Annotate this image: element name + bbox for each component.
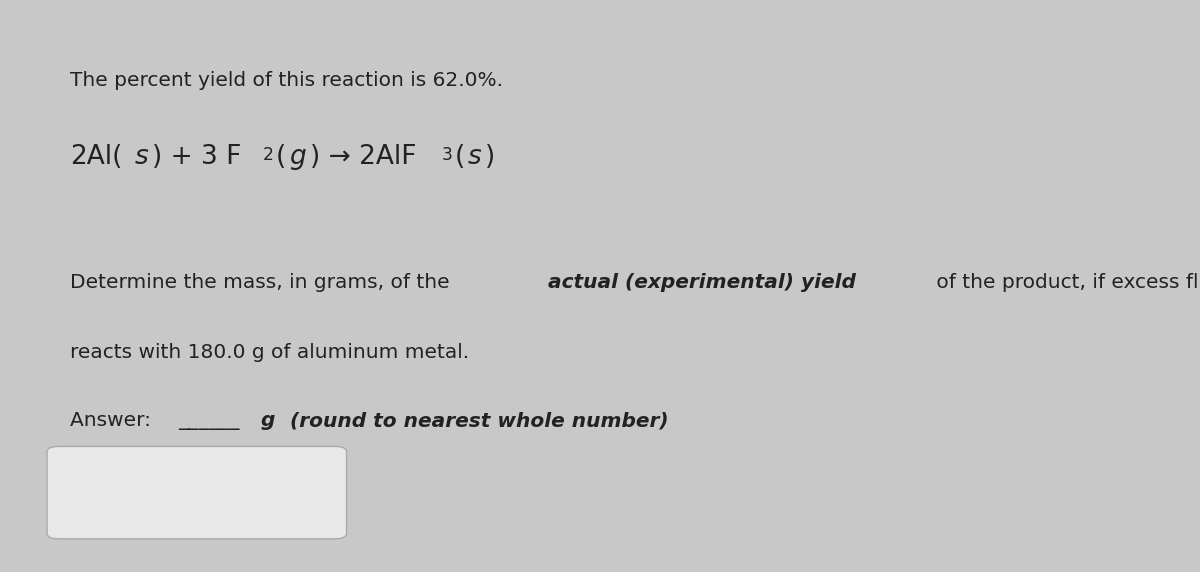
Text: 3: 3 [442,146,452,164]
Text: actual (experimental) yield: actual (experimental) yield [548,273,856,292]
Text: 2: 2 [263,146,274,164]
Text: ______: ______ [179,411,240,430]
Text: ) → 2AlF: ) → 2AlF [310,144,416,170]
Text: of the product, if excess fluorine gas: of the product, if excess fluorine gas [930,273,1200,292]
FancyBboxPatch shape [47,446,347,539]
Text: (: ( [455,144,466,170]
Text: The percent yield of this reaction is 62.0%.: The percent yield of this reaction is 62… [70,72,503,90]
Text: 2Al(: 2Al( [70,144,122,170]
Text: (round to nearest whole number): (round to nearest whole number) [289,411,668,430]
Text: reacts with 180.0 g of aluminum metal.: reacts with 180.0 g of aluminum metal. [70,343,469,362]
Text: Answer:: Answer: [70,411,157,430]
Text: ) + 3 F: ) + 3 F [152,144,241,170]
Text: s: s [468,144,481,170]
Text: ): ) [485,144,494,170]
Text: g: g [254,411,283,430]
Text: (: ( [276,144,287,170]
Text: Determine the mass, in grams, of the: Determine the mass, in grams, of the [70,273,456,292]
Text: s: s [134,144,149,170]
Text: g: g [289,144,306,170]
